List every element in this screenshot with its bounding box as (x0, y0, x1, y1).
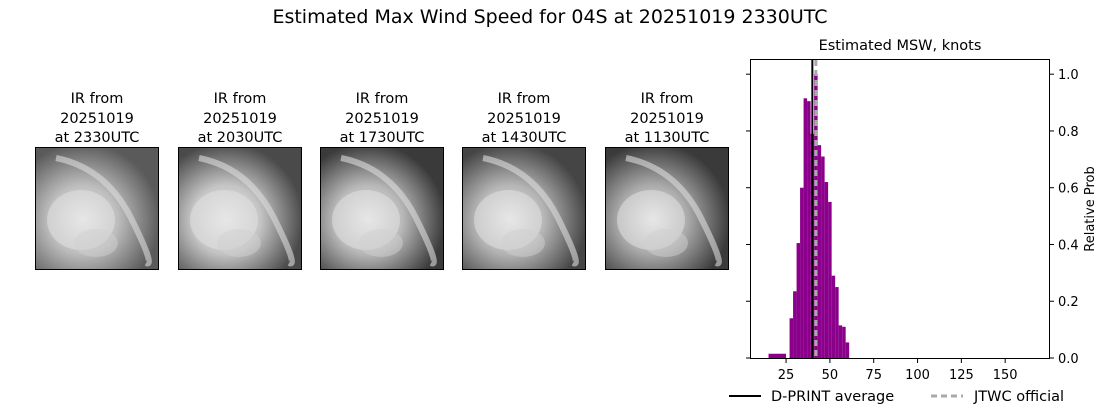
ir-panel-title-line: IR from (70, 91, 124, 107)
y-tick-label: 0.2 (1058, 295, 1079, 310)
ir-panel-title-line: at 1430UTC (481, 130, 567, 146)
x-tick-label: 125 (949, 368, 974, 383)
histogram-bar (842, 326, 846, 358)
ir-panel-title: IR from 20251019 at 1430UTC (442, 90, 606, 149)
ir-panel-title-line: at 2030UTC (197, 130, 283, 146)
chart-title: Estimated MSW, knots (819, 38, 982, 54)
ir-panel-title: IR from 20251019 at 2330UTC (15, 90, 179, 149)
ir-panel-title: IR from 20251019 at 2030UTC (158, 90, 322, 149)
y-tick-label: 0.6 (1058, 182, 1079, 197)
ir-panel-title: IR from 20251019 at 1130UTC (585, 90, 749, 149)
y-tick-label: 0.4 (1058, 238, 1079, 253)
histogram-bar (796, 243, 801, 358)
x-tick-label: 25 (778, 368, 795, 383)
histogram-bar (821, 156, 825, 358)
figure-title: Estimated Max Wind Speed for 04S at 2025… (272, 6, 828, 28)
ir-panel-title-line: 20251019 (60, 110, 134, 127)
ir-satellite-image (462, 147, 586, 270)
ir-satellite-image (35, 147, 159, 270)
histogram-bar (817, 145, 822, 358)
x-tick-label: 100 (905, 368, 930, 383)
histogram-bar (824, 182, 829, 358)
histogram-bar (789, 318, 794, 358)
y-axis-label: Relative Prob (1083, 166, 1098, 251)
legend-label-jtwc: JTWC official (973, 389, 1064, 405)
legend-label-dprint: D-PRINT average (771, 389, 894, 405)
histogram-bar (814, 74, 818, 358)
histogram-bar (835, 287, 839, 358)
ir-panel-title-line: IR from (497, 91, 551, 107)
y-tick-label: 0.0 (1058, 352, 1079, 367)
x-tick-label: 50 (822, 368, 839, 383)
y-tick-label: 0.8 (1058, 125, 1079, 140)
histogram-bar (831, 275, 836, 358)
ir-panel-title-line: IR from (640, 91, 694, 107)
plot-frame (750, 59, 1050, 359)
histogram-bar (803, 98, 808, 359)
ir-panel-title-line: 20251019 (630, 110, 704, 127)
histogram-bar (828, 201, 832, 358)
ir-satellite-image (178, 147, 302, 270)
legend: D-PRINT average JTWC official (729, 389, 1064, 405)
ir-panel-title-line: at 1130UTC (624, 130, 710, 146)
histogram-bar (800, 187, 804, 358)
y-tick-label: 1.0 (1058, 68, 1079, 83)
histogram-bar (793, 291, 797, 358)
histogram-bar (845, 342, 850, 358)
ir-panel-title-line: 20251019 (203, 110, 277, 127)
ir-panel-title-line: at 1730UTC (339, 130, 425, 146)
histogram-bar (807, 101, 811, 359)
ir-panel-title: IR from 20251019 at 1730UTC (300, 90, 464, 149)
x-tick-label: 75 (865, 368, 882, 383)
ir-panel-title-line: IR from (355, 91, 409, 107)
ir-panel-title-line: 20251019 (345, 110, 419, 127)
ir-panel-title-line: 20251019 (487, 110, 561, 127)
histogram-bar (768, 353, 787, 358)
ir-panel-title-line: IR from (213, 91, 267, 107)
ir-panel-title-line: at 2330UTC (54, 130, 140, 146)
x-tick-label: 150 (993, 368, 1018, 383)
histogram-bar (838, 325, 843, 358)
ir-satellite-image (605, 147, 729, 270)
ir-satellite-image (320, 147, 444, 270)
